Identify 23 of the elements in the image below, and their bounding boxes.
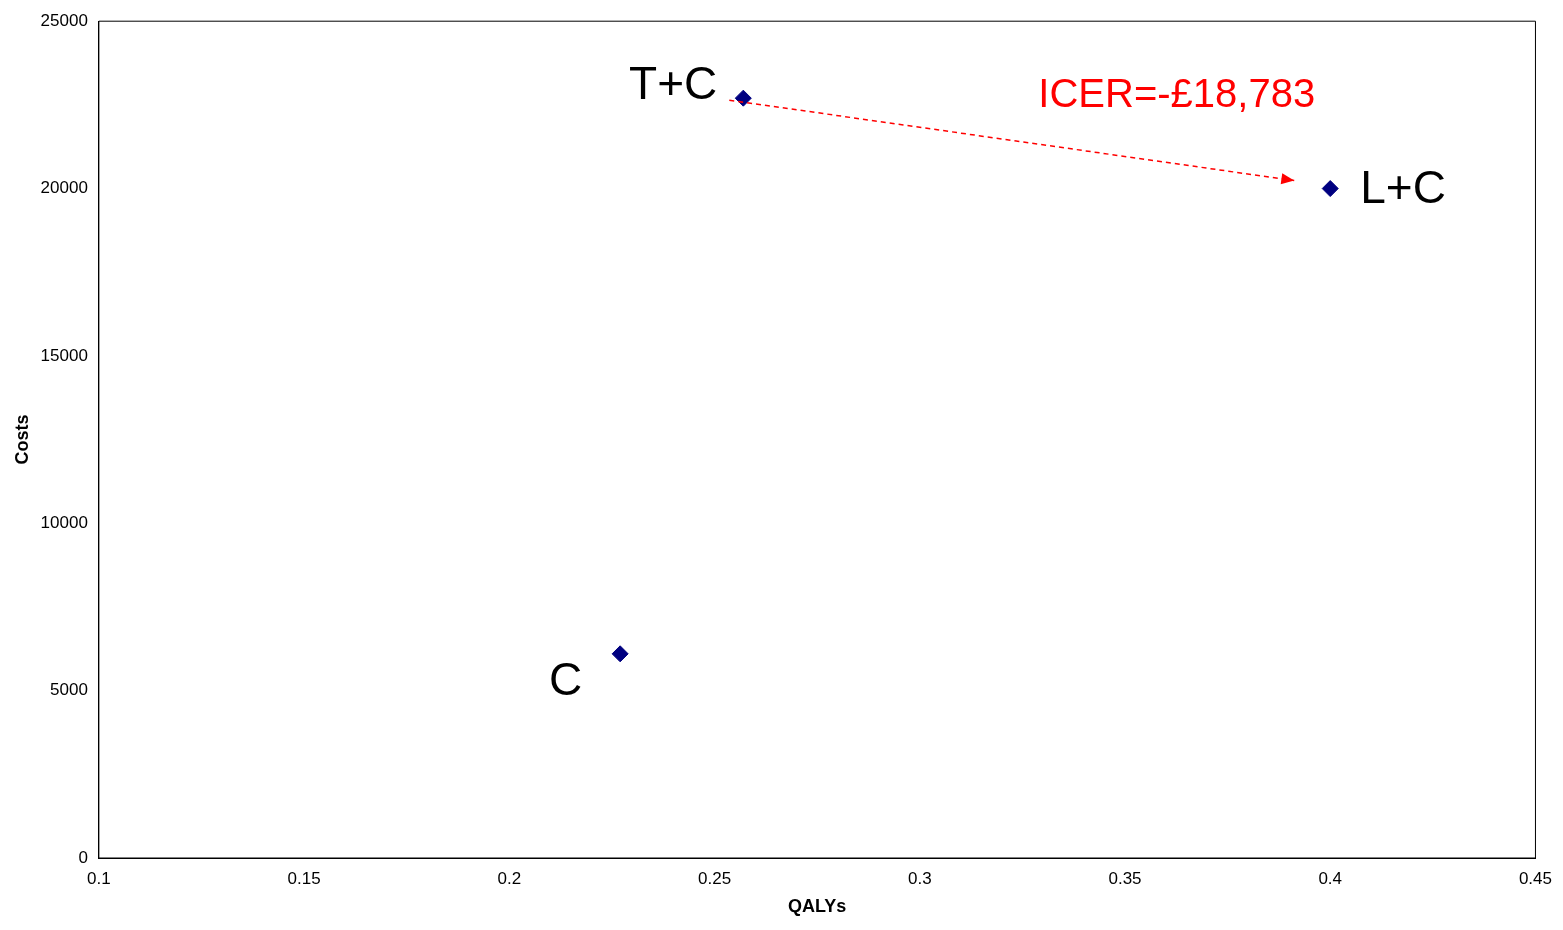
y-axis-title: Costs [11,414,32,465]
x-tick-label: 0.1 [87,868,111,888]
annotation: ICER=-£18,783 [1038,71,1316,116]
y-tick-label: 20000 [40,178,88,198]
y-tick-label: 15000 [40,345,88,365]
x-tick-label: 0.3 [907,868,932,888]
y-tick-label: 0 [78,847,88,867]
point [1321,180,1339,198]
annotation: T+C [629,56,718,109]
x-tick-label: 0.45 [1518,868,1552,888]
x-tick-label: 0.35 [1108,868,1142,888]
x-tick-label: 0.4 [1318,868,1343,888]
x-tick-label: 0.2 [497,868,522,888]
annotation: L+C [1360,161,1446,214]
point [611,645,629,663]
x-tick-label: 0.15 [287,868,321,888]
annotation: C [548,652,583,705]
x-axis-title: QALYs [787,896,847,917]
x-tick-label: 0.25 [698,868,732,888]
y-tick-label: 10000 [40,512,88,532]
y-tick-label: 5000 [50,680,88,700]
y-tick-label: 25000 [40,10,88,30]
point [734,89,752,107]
